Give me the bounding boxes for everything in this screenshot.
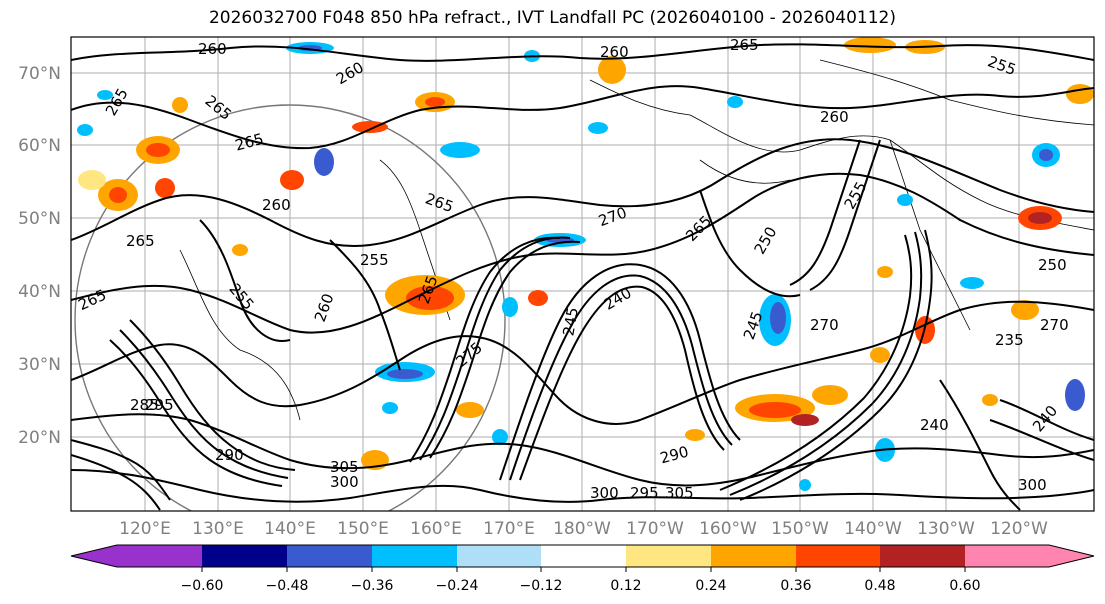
colorbar-segment — [202, 545, 287, 567]
contour-label: 240 — [920, 416, 949, 434]
landfall-region-circle — [74, 104, 506, 511]
contour-label: 300 — [330, 473, 359, 491]
colorbar-tick-label: −0.12 — [520, 578, 563, 594]
colorbar-segment — [965, 545, 1049, 567]
contour-label: 255 — [360, 251, 389, 269]
longitude-labels: 120°E 130°E 140°E 150°E 160°E 170°E 180°… — [119, 519, 1048, 539]
lat-label: 60°N — [18, 136, 61, 156]
contour-label-group: 260 265 260 265 265 260 255 265 265 265 … — [76, 36, 1069, 502]
lat-label: 20°N — [18, 428, 61, 448]
colorbar-tick-label: −0.36 — [351, 578, 394, 594]
contour-label: 260 — [262, 196, 291, 214]
contour-label: 305 — [665, 484, 694, 502]
contour-label: 285 — [130, 396, 159, 414]
contour-label: 295 — [630, 484, 659, 502]
lon-label: 120°W — [990, 519, 1048, 539]
colorbar-segment — [626, 545, 711, 567]
colorbar-tick-label: −0.48 — [266, 578, 309, 594]
colorbar-ticks — [201, 567, 966, 572]
lon-label: 180°W — [553, 519, 611, 539]
contour-label: 305 — [330, 458, 359, 476]
colorbar-segment — [880, 545, 965, 567]
colorbar-tick-label: −0.24 — [436, 578, 479, 594]
colorbar-tick-label: 0.24 — [695, 578, 726, 594]
lon-label: 140°W — [844, 519, 902, 539]
contour-label: 260 — [820, 108, 849, 126]
map-title: 2026032700 F048 850 hPa refract., IVT La… — [208, 8, 896, 28]
lon-label: 150°W — [771, 519, 829, 539]
contour-label: 290 — [215, 446, 244, 464]
contour-label: 245 — [559, 306, 582, 337]
colorbar-segment — [117, 545, 202, 567]
contour-label: 270 — [1040, 316, 1069, 334]
contour-label: 265 — [730, 36, 759, 54]
lat-label: 30°N — [18, 355, 61, 375]
colorbar-tick-label: 0.12 — [610, 578, 641, 594]
lon-label: 130°W — [917, 519, 975, 539]
lat-label: 40°N — [18, 282, 61, 302]
colorbar-right-extend — [1049, 545, 1094, 567]
colorbar-segment — [372, 545, 457, 567]
colorbar-segment — [457, 545, 541, 567]
colorbar-segment — [541, 545, 626, 567]
contour-label: 260 — [198, 40, 227, 58]
colorbar-tick-label: 0.48 — [864, 578, 895, 594]
lon-label: 160°W — [699, 519, 757, 539]
lon-label: 120°E — [119, 519, 171, 539]
contour-label: 295 — [145, 396, 174, 414]
colorbar-left-extend — [71, 545, 117, 567]
contour-label: 300 — [1018, 476, 1047, 494]
contour-lines — [71, 43, 1094, 511]
colorbar-tick-labels: −0.60 −0.48 −0.36 −0.24 −0.12 0.12 0.24 … — [181, 578, 981, 594]
contour-label: 250 — [1038, 256, 1067, 274]
colorbar — [70, 544, 1095, 568]
lon-label: 140°E — [264, 519, 316, 539]
colorbar-tick-label: −0.60 — [181, 578, 224, 594]
lon-label: 150°E — [337, 519, 389, 539]
contour-label: 265 — [126, 232, 155, 250]
lon-label: 160°E — [410, 519, 462, 539]
graticule — [71, 37, 1094, 511]
lon-label: 130°E — [192, 519, 244, 539]
colorbar-segment — [796, 545, 880, 567]
contour-label: 300 — [590, 484, 619, 502]
colorbar-outline — [70, 544, 1095, 568]
colorbar-segment — [711, 545, 796, 567]
colorbar-tick-label: 0.60 — [949, 578, 980, 594]
lat-label: 50°N — [18, 209, 61, 229]
refractivity-shading — [77, 37, 1094, 491]
lon-label: 170°W — [626, 519, 684, 539]
contour-label: 260 — [600, 43, 629, 61]
colorbar-tick-label: 0.36 — [780, 578, 811, 594]
latitude-labels: 70°N 60°N 50°N 40°N 30°N 20°N — [18, 64, 61, 448]
map-frame — [70, 36, 1095, 512]
colorbar-segment — [287, 545, 372, 567]
contour-label: 235 — [995, 331, 1024, 349]
contour-label: 270 — [810, 316, 839, 334]
lon-label: 170°E — [483, 519, 535, 539]
lat-label: 70°N — [18, 64, 61, 84]
